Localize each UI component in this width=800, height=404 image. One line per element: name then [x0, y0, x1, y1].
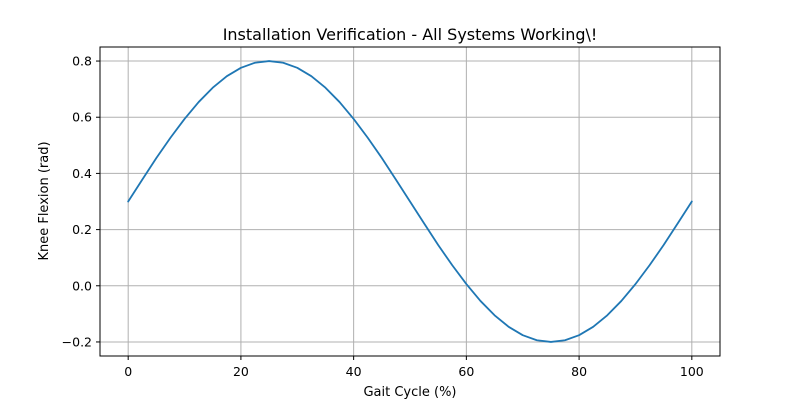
x-tick-label: 40 — [346, 364, 362, 379]
x-tick-label: 80 — [571, 364, 587, 379]
chart-title: Installation Verification - All Systems … — [223, 25, 598, 44]
y-tick-label: 0.0 — [72, 278, 92, 293]
series-layer — [127, 60, 693, 343]
x-tick-label: 20 — [233, 364, 249, 379]
x-tick-label: 0 — [124, 364, 132, 379]
x-axis-label: Gait Cycle (%) — [363, 385, 456, 400]
y-tick-label: 0.6 — [72, 110, 92, 125]
y-tick-label: 0.4 — [72, 166, 92, 181]
x-tick-label: 100 — [680, 364, 704, 379]
ticks: 0 20 40 60 80 100 −0.2 0.0 0.2 0.4 0.6 0.8 — [62, 54, 704, 379]
series-line — [127, 60, 693, 343]
y-axis-label: Knee Flexion (rad) — [37, 141, 52, 260]
x-tick-label: 60 — [458, 364, 474, 379]
y-tick-label: 0.2 — [72, 222, 92, 237]
y-tick-label: −0.2 — [62, 334, 92, 349]
y-tick-label: 0.8 — [72, 54, 92, 69]
axes-frame — [99, 46, 721, 357]
